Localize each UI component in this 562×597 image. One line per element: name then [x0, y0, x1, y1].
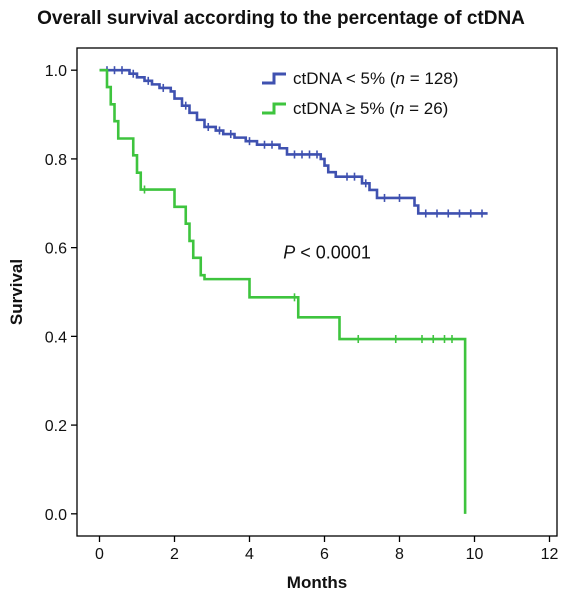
x-tick-label: 10 [466, 546, 484, 563]
legend: ctDNA < 5% (n = 128) ctDNA ≥ 5% (n = 26) [262, 69, 458, 118]
p-value-annotation: P < 0.0001 [283, 243, 371, 263]
legend-label: ctDNA < 5% (n = 128) [293, 69, 458, 88]
y-tick-label: 0.6 [45, 241, 67, 258]
survival-curves [99, 66, 488, 514]
y-axis-title: Survival [7, 259, 26, 325]
y-tick-label: 0.2 [45, 418, 67, 435]
x-tick-label: 4 [245, 546, 254, 563]
x-axis-title: Months [287, 573, 347, 592]
legend-label: ctDNA ≥ 5% (n = 26) [293, 99, 448, 118]
y-tick-label: 0.8 [45, 152, 67, 169]
axes: 0 2 4 6 8 10 12 0.0 0.2 0.4 0.6 0.8 1.0 [45, 47, 559, 563]
survival-curve-2 [99, 68, 467, 514]
y-tick-label: 1.0 [45, 63, 67, 80]
y-tick-label: 0.0 [45, 507, 67, 524]
chart-title: Overall survival according to the percen… [37, 8, 525, 29]
x-tick-label: 8 [395, 546, 404, 563]
legend-swatch [262, 72, 286, 85]
plot-frame [76, 47, 558, 537]
y-tick-label: 0.4 [45, 329, 67, 346]
x-tick-label: 0 [95, 546, 104, 563]
x-tick-label: 12 [541, 546, 559, 563]
legend-swatch [262, 102, 286, 115]
x-tick-label: 6 [320, 546, 329, 563]
survival-curve-1 [99, 68, 488, 215]
x-tick-label: 2 [170, 546, 179, 563]
